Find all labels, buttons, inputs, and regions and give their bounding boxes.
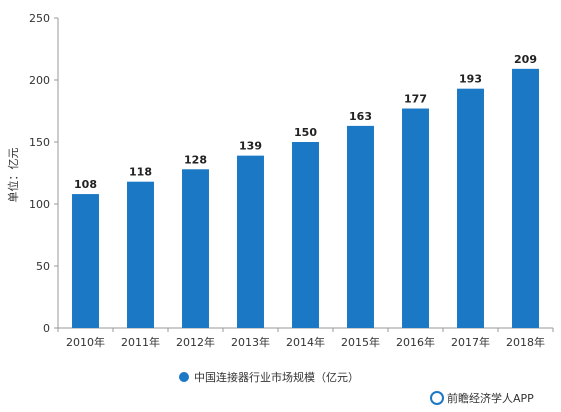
x-tick-label: 2016年 — [396, 335, 435, 349]
bar — [347, 125, 374, 328]
y-axis: 0 50 100 150 200 250 — [29, 12, 59, 335]
y-tick-label: 200 — [29, 74, 50, 87]
y-tick-label: 250 — [29, 12, 50, 25]
source-credit: 前瞻经济学人APP — [430, 391, 534, 405]
bar — [182, 169, 209, 328]
bar — [402, 108, 429, 329]
x-tick-label: 2010年 — [66, 335, 105, 349]
y-tick-label: 0 — [43, 322, 50, 335]
y-tick-label: 100 — [29, 198, 50, 211]
x-tick-label: 2015年 — [341, 335, 380, 349]
data-label: 118 — [129, 166, 152, 179]
data-label: 193 — [459, 73, 482, 86]
legend: 中国连接器行业市场规模（亿元） — [179, 370, 359, 384]
x-tick-label: 2013年 — [231, 335, 270, 349]
value-labels: 108 118 128 139 150 163 177 193 209 — [74, 53, 537, 191]
data-label: 128 — [184, 153, 207, 166]
x-tick-label: 2011年 — [121, 335, 160, 349]
data-label: 163 — [349, 110, 372, 123]
x-axis: 2010年 2011年 2012年 2013年 2014年 2015年 2016年 2017年… — [57, 327, 554, 349]
x-tick-label: 2018年 — [506, 335, 545, 349]
data-label: 209 — [514, 53, 537, 66]
legend-label: 中国连接器行业市场规模（亿元） — [194, 370, 359, 384]
y-tick-label: 150 — [29, 136, 50, 149]
y-tick-label: 50 — [36, 260, 50, 273]
data-label: 139 — [239, 140, 262, 153]
source-label: 前瞻经济学人APP — [447, 391, 534, 405]
bar — [127, 181, 154, 328]
bar — [457, 88, 484, 329]
bar — [237, 155, 264, 328]
data-label: 177 — [404, 93, 427, 106]
legend-swatch-icon — [179, 372, 189, 382]
y-axis-title: 单位：亿元 — [6, 148, 20, 203]
data-label: 150 — [294, 126, 317, 139]
bar — [72, 194, 99, 328]
bar — [292, 142, 319, 328]
x-tick-label: 2014年 — [286, 335, 325, 349]
x-tick-label: 2012年 — [176, 335, 215, 349]
bars — [72, 68, 539, 329]
x-tick-label: 2017年 — [451, 335, 490, 349]
qianzhan-logo-icon — [430, 391, 444, 405]
bar — [512, 68, 539, 328]
data-label: 108 — [74, 178, 97, 191]
